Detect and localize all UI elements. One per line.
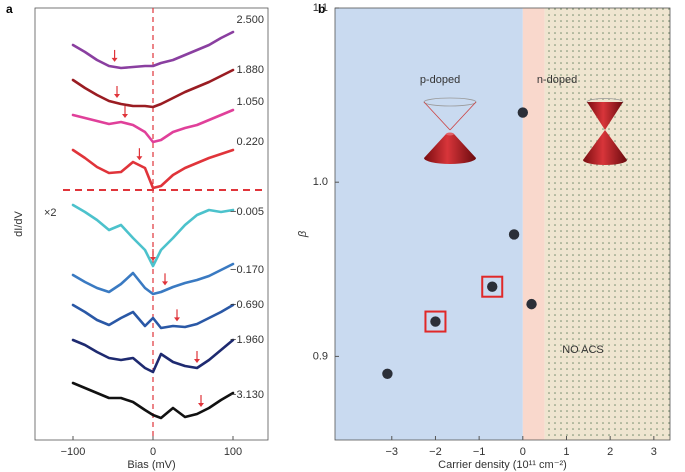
spectrum-line xyxy=(71,303,235,330)
region-label: p-doped xyxy=(420,74,460,86)
data-point xyxy=(526,298,537,310)
panel-a: −100 0 100 2.500 1.880 1.050 0.220 −0.005 −0.170… xyxy=(13,7,269,471)
x-tick-label: −1 xyxy=(473,446,486,458)
highlight-box xyxy=(481,275,504,298)
spectrum-line xyxy=(71,203,235,268)
arrow-head xyxy=(194,359,200,363)
spectrum-line xyxy=(71,338,235,374)
region xyxy=(335,8,523,440)
frame xyxy=(334,7,671,441)
y-tick-label: 0.9 xyxy=(313,350,328,362)
cone-n-doped xyxy=(583,98,627,165)
arrow-head xyxy=(111,57,118,62)
x-tick-label: 100 xyxy=(224,446,242,458)
arrow xyxy=(114,86,120,98)
series-label: 1.880 xyxy=(236,64,264,76)
y-tick-label: 1.0 xyxy=(313,176,328,188)
arrow xyxy=(174,309,180,322)
series-label: 1.050 xyxy=(236,96,264,108)
x-tick-label: 3 xyxy=(651,446,657,458)
series-label: −1.960 xyxy=(230,334,264,346)
series-label: 2.500 xyxy=(236,14,264,26)
region-pattern xyxy=(544,8,670,440)
arrow xyxy=(122,106,128,118)
y-axis-label: dI/dV xyxy=(13,210,25,236)
region-label: n-doped xyxy=(537,74,577,86)
region xyxy=(522,8,545,440)
x-tick-label: 0 xyxy=(150,446,156,458)
x-tick-label: −2 xyxy=(429,446,442,458)
data-point xyxy=(517,107,529,118)
dirac-cones xyxy=(423,97,627,165)
arrow-head xyxy=(114,94,120,98)
series-label: −0.005 xyxy=(230,206,264,218)
x-tick-label: 1 xyxy=(563,446,569,458)
series-label: 0.220 xyxy=(236,136,264,148)
spectrum-line xyxy=(71,30,235,70)
annotation: ×2 xyxy=(44,207,57,219)
arrow-head xyxy=(150,257,156,261)
arrow xyxy=(194,351,200,363)
panel-letter: b xyxy=(318,2,325,16)
arrow xyxy=(150,249,156,261)
region-label: NO ACS xyxy=(562,344,604,356)
arrow-head xyxy=(162,281,168,286)
series-label: −0.690 xyxy=(230,299,264,311)
spectrum-line xyxy=(71,68,235,109)
frame xyxy=(34,7,269,441)
arrow-head xyxy=(174,317,180,322)
y-tick-label: 1.1 xyxy=(313,2,328,14)
spectrum-line xyxy=(71,262,235,296)
y-axis-label: β xyxy=(297,230,309,238)
series-label: −3.130 xyxy=(230,389,264,401)
arrow xyxy=(198,395,204,407)
data-point xyxy=(382,368,393,380)
arrow-head xyxy=(122,114,128,118)
spectrum-line xyxy=(71,108,235,144)
x-axis-label: Bias (mV) xyxy=(127,459,175,471)
panel-b: 0.9 1.0 1.1 −3 −2 −1 0 1 2 3 p-doped n-doped NO ACS C… xyxy=(297,2,671,471)
x-tick-label: 2 xyxy=(607,446,613,458)
x-tick-label: −3 xyxy=(386,446,399,458)
arrow xyxy=(111,49,118,62)
data-point xyxy=(487,281,498,292)
panel-letter: a xyxy=(6,2,13,16)
arrow-head xyxy=(136,156,143,161)
data-point xyxy=(508,229,520,240)
x-tick-label: 0 xyxy=(520,446,526,458)
x-tick-label: −100 xyxy=(61,446,86,458)
arrow-head xyxy=(198,403,204,407)
arrow xyxy=(162,273,168,286)
spectrum-line xyxy=(71,148,235,190)
x-axis-label: Carrier density (10¹¹ cm⁻²) xyxy=(438,459,567,471)
series-label: −0.170 xyxy=(230,264,264,276)
data-point xyxy=(430,316,441,327)
spectrum-line xyxy=(71,381,235,420)
cone-p-doped xyxy=(423,97,477,164)
highlight-box xyxy=(424,310,447,333)
arrow xyxy=(136,148,143,161)
